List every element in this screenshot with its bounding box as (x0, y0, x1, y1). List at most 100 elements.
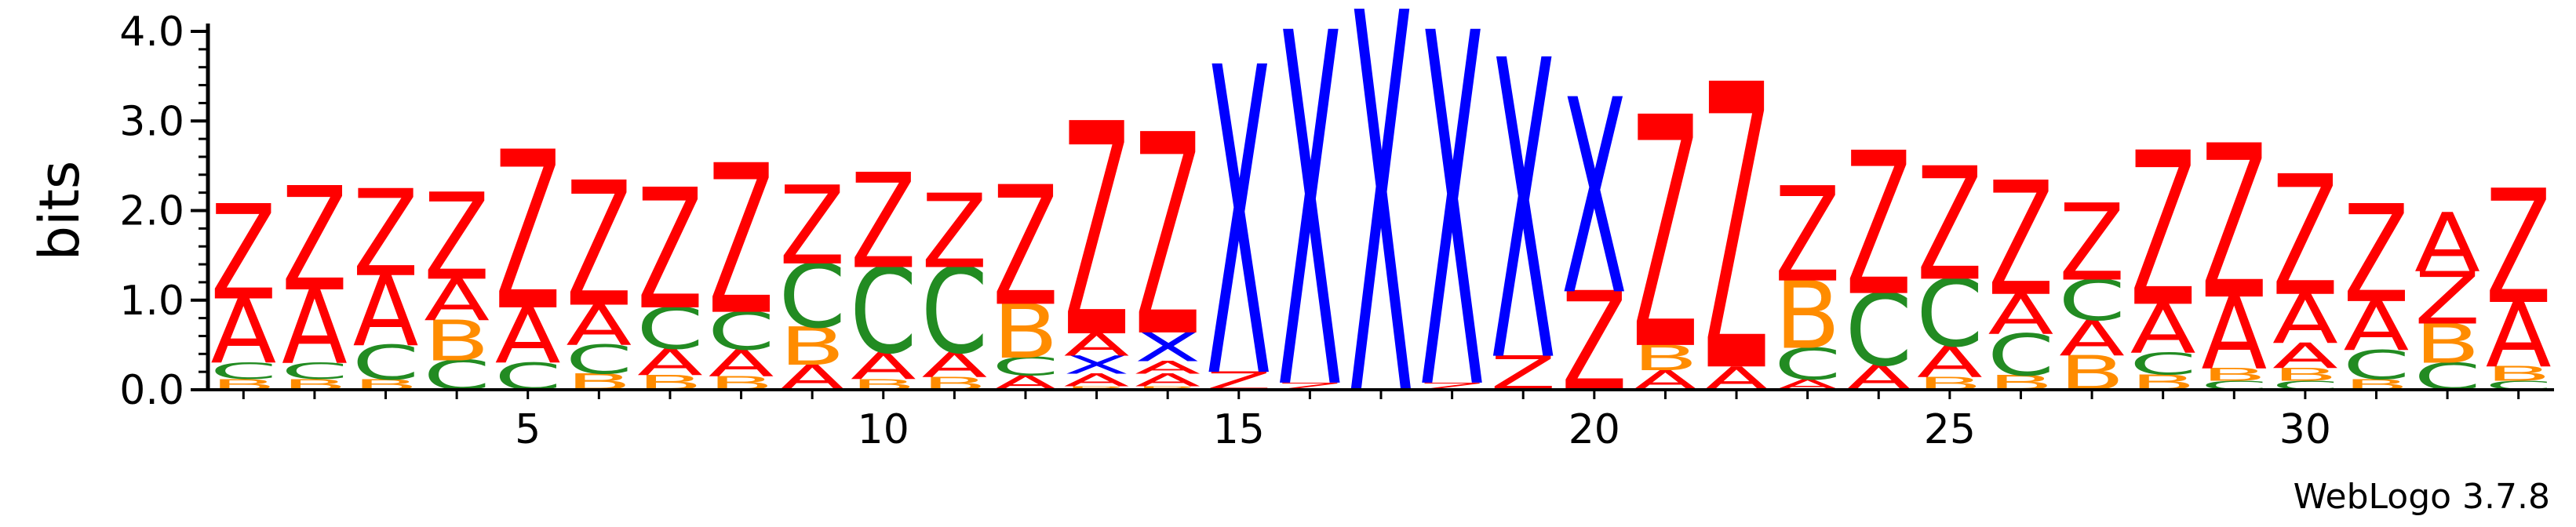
y-tick-label: 3.0 (119, 98, 184, 145)
logo-stack-17: X (1348, 0, 1414, 514)
logo-letter-z: Z (210, 178, 276, 330)
logo-letter-c: C (1845, 273, 1912, 389)
logo-letter-a: A (495, 292, 561, 381)
logo-letter-z: Z (2414, 256, 2480, 341)
logo-letter-a: A (1064, 327, 1130, 363)
logo-letter-z: Z (282, 157, 348, 323)
logo-letter-x: X (1277, 0, 1343, 498)
logo-letter-c: C (2343, 343, 2410, 389)
y-axis-label: bits (27, 161, 92, 261)
logo-letter-a: A (921, 345, 987, 386)
logo-letter-z: Z (1064, 63, 1130, 403)
logo-letter-z: Z (353, 165, 419, 303)
y-tick-label: 1.0 (119, 278, 184, 325)
logo-letter-c: C (281, 358, 348, 384)
logo-letter-c: C (2130, 347, 2197, 382)
logo-stack-5: CAZ (494, 105, 562, 398)
logo-letter-b: B (993, 288, 1058, 375)
logo-letter-b: B (2201, 365, 2267, 385)
logo-stack-21: ABZ (1632, 50, 1698, 420)
logo-letter-z: Z (1988, 149, 2053, 332)
x-tick-label: 20 (1569, 406, 1620, 453)
logo-letter-a: A (1135, 370, 1201, 391)
logo-letter-a: A (637, 341, 703, 384)
logo-letter-z: Z (1845, 111, 1911, 340)
logo-letter-c: C (352, 335, 420, 391)
logo-stack-15: ZX (1206, 0, 1272, 472)
logo-letter-a: A (210, 280, 276, 384)
logo-letter-c: C (2058, 268, 2126, 333)
logo-letter-z: Z (2486, 158, 2552, 340)
logo-stack-24: ACZ (1845, 111, 1912, 398)
logo-letter-a: A (2486, 283, 2552, 387)
logo-letter-a: A (2414, 197, 2480, 291)
logo-letter-x: X (1490, 0, 1556, 453)
logo-letter-z: Z (921, 173, 987, 291)
logo-letter-c: C (636, 295, 704, 362)
logo-letter-a: A (1064, 370, 1130, 391)
logo-letter-x: X (1206, 0, 1272, 472)
logo-letter-b: B (1064, 385, 1130, 391)
logo-letter-a: A (851, 344, 916, 387)
logo-letter-a: A (2130, 290, 2196, 370)
logo-letter-z: Z (2201, 102, 2267, 347)
y-tick-label: 2.0 (119, 188, 184, 235)
logo-letter-z: Z (1135, 77, 1201, 398)
logo-letter-z: Z (424, 168, 490, 307)
logo-letter-a: A (709, 342, 774, 385)
logo-letter-c: C (1988, 322, 2055, 389)
logo-letter-z: Z (2130, 109, 2196, 354)
logo-letter-a: A (2201, 277, 2267, 393)
logo-letter-a: A (1917, 337, 1983, 387)
logo-letter-z: Z (2343, 177, 2409, 333)
logo-letter-z: Z (779, 163, 845, 289)
logo-letter-x: X (1348, 0, 1414, 514)
logo-letter-a: A (1988, 282, 2054, 347)
logo-letter-c: C (210, 358, 277, 384)
logo-letter-z: Z (1703, 2, 1769, 459)
logo-letter-a: A (424, 267, 490, 333)
logo-letter-z: Z (566, 145, 632, 345)
logo-stacks: BCAZBCAZBCAZCBAZCAZBCAZBACZBACZABCZBACZB… (210, 0, 2552, 514)
logo-letter-b: B (2486, 362, 2552, 386)
logo-stack-20: ZX (1561, 44, 1627, 423)
logo-letter-b: B (2414, 312, 2480, 376)
logo-letter-a: A (2344, 287, 2410, 367)
x-tick-label: 25 (1924, 406, 1976, 453)
logo-letter-a: A (1135, 358, 1201, 378)
weblogo-version-label: WebLogo 3.7.8 (2294, 477, 2550, 517)
logo-letter-z: Z (2059, 182, 2125, 305)
logo-letter-z: Z (993, 152, 1058, 343)
logo-letter-z: Z (1917, 134, 1983, 315)
logo-letter-a: A (353, 256, 419, 369)
logo-letter-z: Z (1775, 160, 1841, 312)
y-tick-label: 4.0 (119, 9, 184, 56)
logo-stack-19: ZX (1490, 0, 1556, 453)
logo-letter-z: Z (1632, 50, 1698, 420)
logo-letter-a: A (566, 293, 632, 358)
logo-letter-c: C (708, 301, 775, 362)
logo-letter-b: B (1135, 385, 1201, 391)
logo-letter-a: A (282, 268, 348, 387)
logo-letter-x: X (1064, 351, 1130, 380)
x-tick-label: 30 (2279, 406, 2331, 453)
